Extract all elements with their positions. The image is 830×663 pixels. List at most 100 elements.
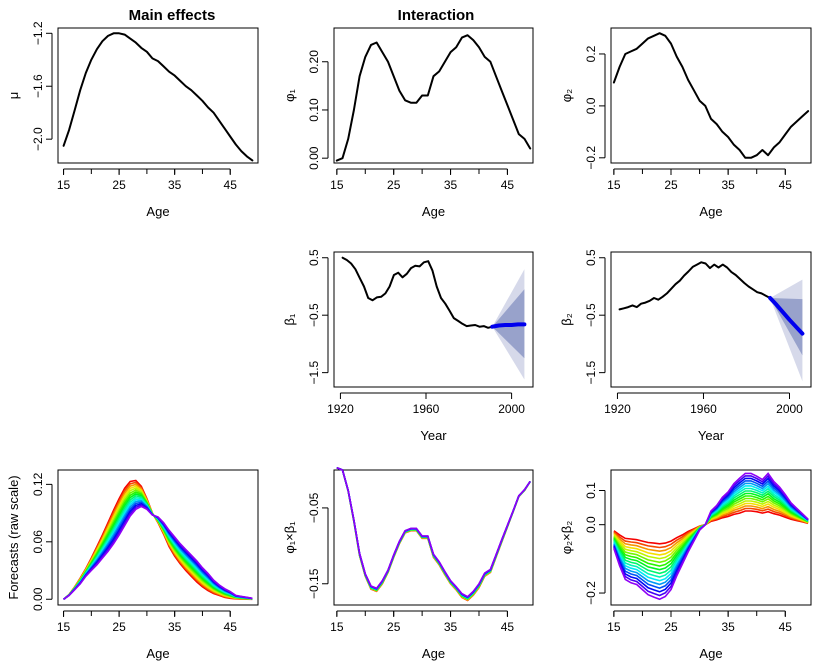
forecast-curve-4 (336, 466, 531, 601)
x-tick-label: 2000 (498, 402, 525, 416)
forecast-curve-7 (63, 493, 253, 600)
forecast-curve-11 (63, 500, 253, 600)
y-tick-label: 0.00 (31, 587, 45, 611)
y-tick-label: −0.15 (307, 568, 321, 599)
x-tick-label: 25 (112, 178, 126, 192)
forecast-curve-4 (63, 487, 253, 600)
forecast-curve-5 (336, 466, 531, 601)
forecast-curve-6 (63, 491, 253, 600)
forecast-curve-1 (336, 466, 531, 602)
forecast-curve-9 (63, 496, 253, 600)
series-line-1 (768, 296, 805, 336)
y-tick-label: −1.6 (31, 74, 45, 98)
y-tick-label: −0.2 (584, 581, 598, 605)
forecast-curve-5 (63, 489, 253, 600)
x-axis-label: Year (698, 428, 725, 443)
forecast-curve-10 (63, 498, 253, 600)
x-tick-label: 35 (444, 620, 458, 634)
y-tick-label: −0.5 (307, 303, 321, 327)
x-tick-label: 35 (168, 620, 182, 634)
main-effects-title: Main effects (129, 7, 216, 24)
series-line-0 (618, 261, 772, 311)
y-tick-label: 0.0 (584, 516, 598, 533)
y-tick-label: 0.20 (307, 50, 321, 74)
y-tick-label: −1.2 (31, 21, 45, 45)
forecast-curve-3 (63, 485, 253, 600)
x-axis-label: Age (146, 646, 169, 661)
chart-mu: 15 25 35 45 Age −2.0 −1.6 −1.2 μ (6, 21, 259, 219)
y-axis-label: φ₂ (559, 89, 574, 102)
plot-frame (610, 469, 812, 606)
x-tick-label: 45 (501, 620, 515, 634)
y-axis-label: φ₂×β₂ (559, 521, 574, 555)
x-tick-label: 15 (607, 178, 621, 192)
x-axis-label: Year (420, 428, 447, 443)
y-tick-label: 0.5 (584, 249, 598, 266)
y-tick-label: 0.06 (31, 530, 45, 554)
x-tick-label: 45 (224, 178, 238, 192)
x-tick-label: 15 (57, 620, 71, 634)
forecast-curve-15 (613, 472, 809, 601)
forecast-curve-0 (63, 479, 253, 601)
plot-frame (610, 251, 812, 388)
x-axis-label: Age (146, 204, 169, 219)
chart-beta1: 1920 1960 2000 Year −1.5 −0.5 0.5 β₁ (282, 249, 534, 443)
series-line-0 (62, 32, 254, 162)
forecast-curve-2 (336, 466, 531, 601)
y-tick-label: 0.00 (307, 146, 321, 170)
series-line-0 (335, 34, 532, 162)
x-tick-label: 1920 (327, 402, 354, 416)
y-tick-label: −0.5 (584, 303, 598, 327)
x-tick-label: 25 (387, 178, 401, 192)
x-tick-label: 45 (779, 620, 793, 634)
y-tick-label: 0.10 (307, 98, 321, 122)
x-tick-label: 1960 (413, 402, 440, 416)
x-axis-label: Age (699, 646, 722, 661)
x-axis-label: Age (422, 204, 445, 219)
x-axis-label: Age (699, 204, 722, 219)
x-tick-label: 25 (664, 620, 678, 634)
y-tick-label: −0.2 (584, 146, 598, 170)
x-tick-label: 25 (112, 620, 126, 634)
plot-frame (333, 251, 534, 388)
x-axis-label: Age (422, 646, 445, 661)
y-tick-label: −2.0 (31, 127, 45, 151)
forecast-curve-1 (63, 481, 253, 600)
forecast-curve-8 (63, 495, 253, 600)
x-tick-label: 45 (224, 620, 238, 634)
series-line-0 (341, 256, 494, 329)
plot-frame (333, 27, 534, 164)
plot-frame (57, 469, 259, 606)
y-axis-label: φ₁ (282, 88, 297, 101)
y-tick-label: 0.2 (584, 45, 598, 62)
forecast-curve-0 (336, 466, 531, 602)
y-axis-label: μ (6, 92, 21, 100)
x-tick-label: 1960 (690, 402, 717, 416)
x-tick-label: 25 (664, 178, 678, 192)
forecast-curve-15 (63, 505, 253, 600)
forecast-curve-2 (63, 483, 253, 600)
y-axis-label: β₁ (282, 313, 297, 325)
x-tick-label: 15 (57, 178, 71, 192)
y-tick-label: −1.5 (584, 360, 598, 384)
x-tick-label: 35 (168, 178, 182, 192)
chart-phi1: 15 25 35 45 Age 0.00 0.10 0.20 φ₁ (282, 27, 534, 219)
x-tick-label: 15 (607, 620, 621, 634)
series-line-1 (490, 322, 527, 329)
y-tick-label: −1.5 (307, 360, 321, 384)
forecast-curve-3 (336, 466, 531, 601)
y-tick-label: 0.12 (31, 472, 45, 496)
plot-frame (333, 469, 534, 606)
x-tick-label: 2000 (776, 402, 803, 416)
chart-beta2: 1920 1960 2000 Year −1.5 −0.5 0.5 β₂ (559, 249, 812, 443)
plot-frame (610, 27, 812, 164)
forecast-band-1 (770, 298, 803, 356)
forecast-curve-15 (336, 466, 531, 598)
x-tick-label: 1920 (604, 402, 631, 416)
x-tick-label: 45 (779, 178, 793, 192)
y-axis-label: β₂ (559, 313, 574, 326)
chart-forecasts_raw: 15 25 35 45 Age 0.00 0.06 0.12 Forecasts (raw sc… (6, 469, 259, 661)
x-tick-label: 15 (330, 620, 344, 634)
x-tick-label: 45 (501, 178, 515, 192)
